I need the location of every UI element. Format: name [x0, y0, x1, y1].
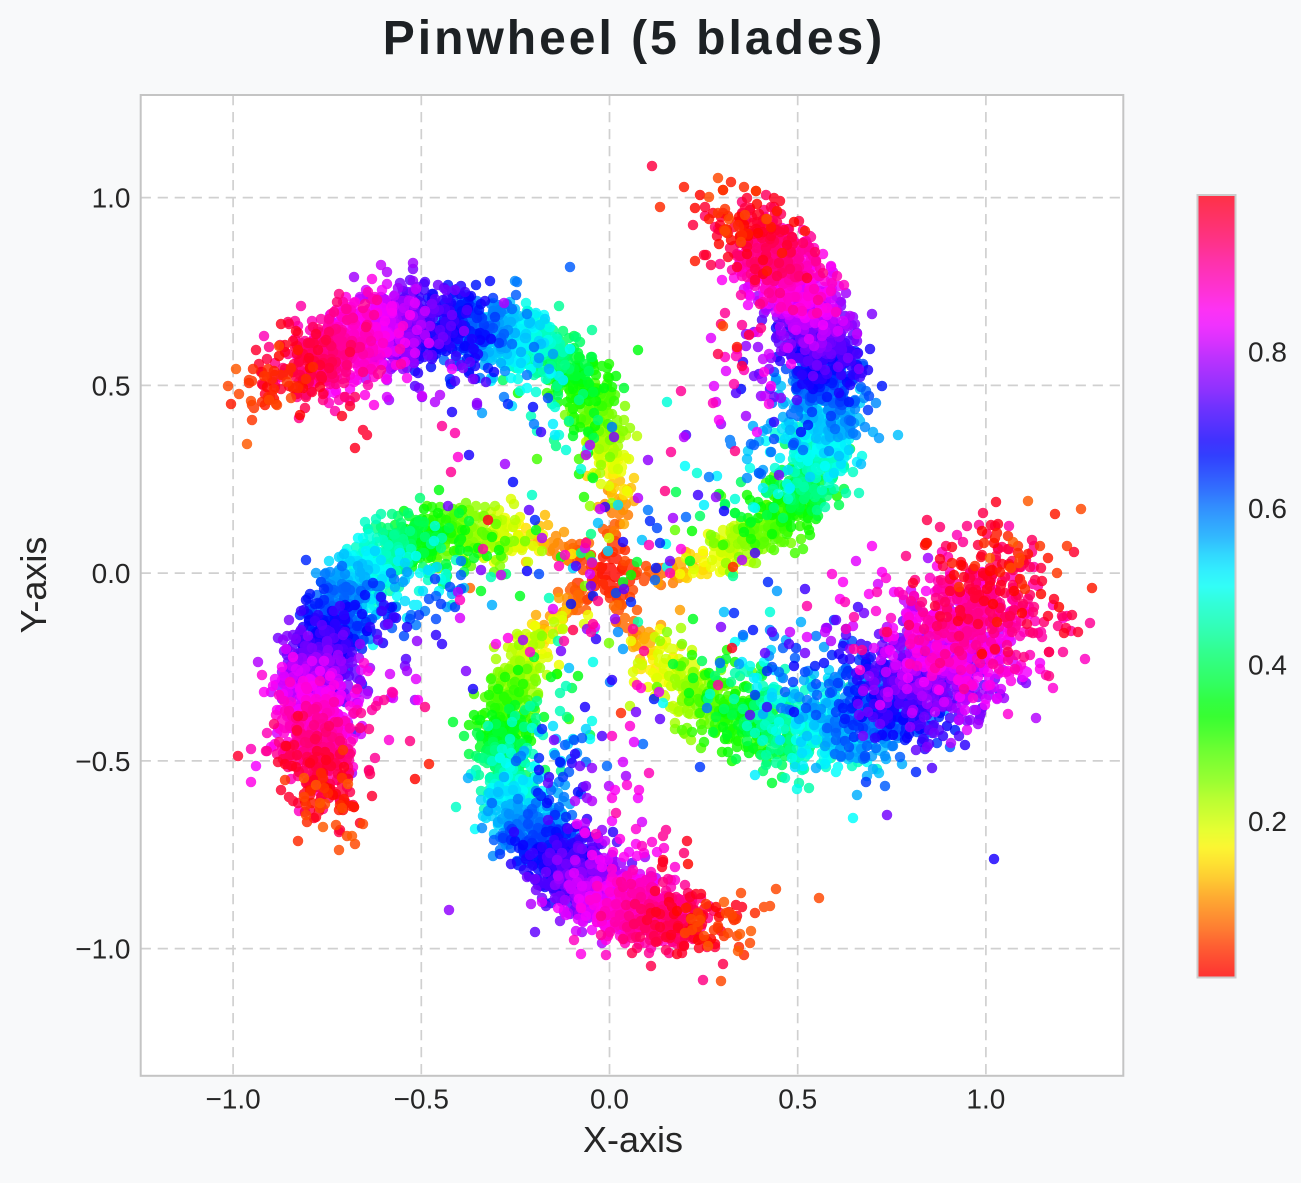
- svg-text:1.0: 1.0: [92, 183, 131, 214]
- svg-text:0.6: 0.6: [1248, 493, 1287, 524]
- svg-text:0.5: 0.5: [92, 370, 131, 401]
- svg-text:−0.5: −0.5: [75, 746, 130, 777]
- svg-text:Pinwheel (5 blades): Pinwheel (5 blades): [383, 12, 885, 65]
- svg-text:−0.5: −0.5: [394, 1084, 449, 1115]
- svg-text:0.4: 0.4: [1248, 650, 1287, 681]
- svg-text:X-axis: X-axis: [583, 1119, 683, 1160]
- svg-text:−1.0: −1.0: [75, 934, 130, 965]
- svg-text:0.8: 0.8: [1248, 337, 1287, 368]
- svg-text:0.0: 0.0: [92, 558, 131, 589]
- svg-text:0.5: 0.5: [778, 1084, 817, 1115]
- svg-text:Y-axis: Y-axis: [13, 537, 54, 634]
- svg-text:1.0: 1.0: [966, 1084, 1005, 1115]
- svg-text:0.0: 0.0: [590, 1084, 629, 1115]
- svg-text:−1.0: −1.0: [205, 1084, 260, 1115]
- svg-text:0.2: 0.2: [1248, 806, 1287, 837]
